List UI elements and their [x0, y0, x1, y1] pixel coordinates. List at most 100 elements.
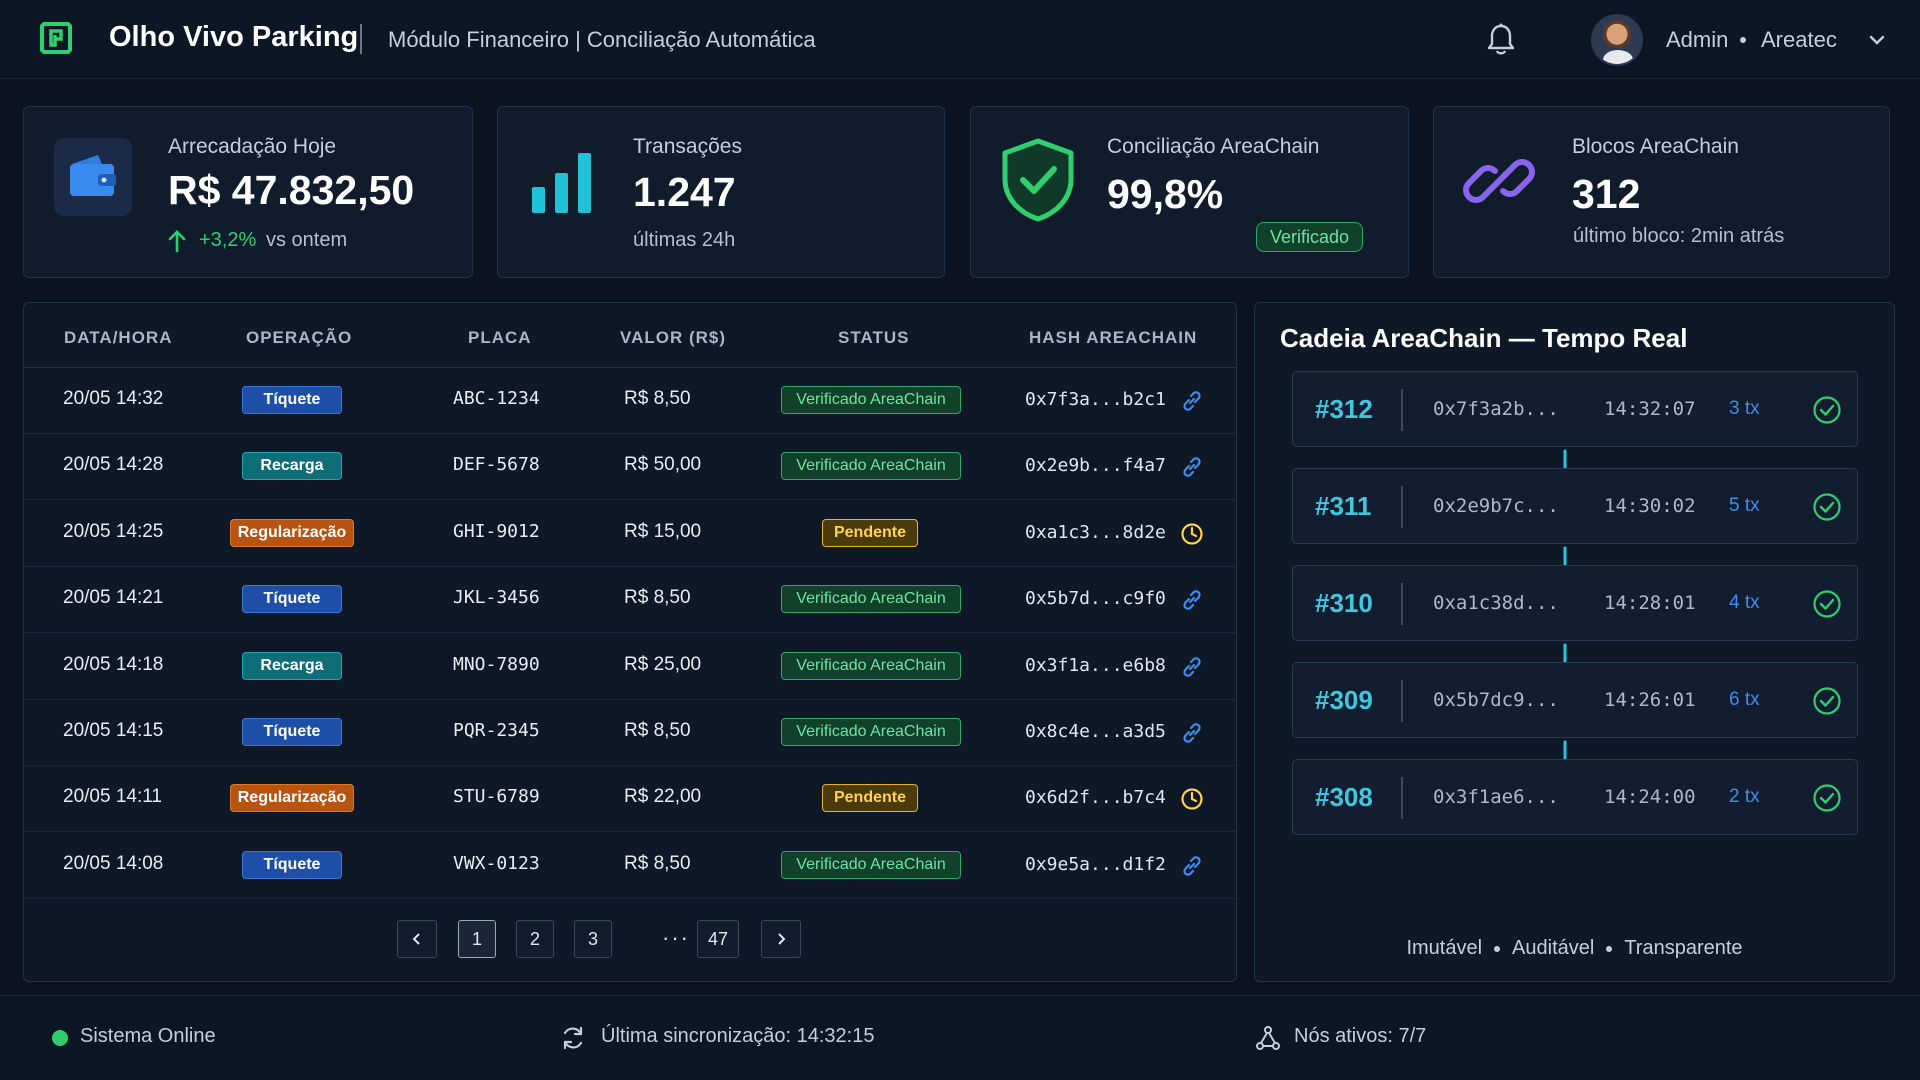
tagline-immutable: Imutável: [1406, 937, 1483, 959]
tagline-dot: [1606, 945, 1613, 952]
cell-datetime: 20/05 14:21: [63, 587, 164, 609]
table-row[interactable]: 20/05 14:15 Tíquete PQR-2345 R$ 8,50 Verific…: [24, 700, 1236, 766]
chain-tagline: Imutável Auditável Transparente: [1255, 937, 1894, 960]
column-header-value[interactable]: VALOR (R$): [620, 328, 727, 347]
tagline-transparent: Transparente: [1624, 937, 1743, 959]
app-title: Olho Vivo Parking: [109, 21, 359, 53]
table-row[interactable]: 20/05 14:11 Regularização STU-6789 R$ 22,00…: [24, 766, 1236, 833]
cell-hash[interactable]: 0x5b7d...c9f0: [1025, 588, 1166, 610]
online-status-dot: [52, 1030, 68, 1046]
revenue-label: Arrecadação Hoje: [168, 135, 337, 158]
user-separator-dot: [1740, 37, 1746, 43]
link-icon[interactable]: [1180, 455, 1204, 479]
last-sync: Última sincronização: 14:32:15: [601, 1025, 875, 1047]
pagination-page-last[interactable]: 47: [697, 920, 739, 958]
block-tx-count[interactable]: 4 tx: [1729, 592, 1760, 613]
cell-hash[interactable]: 0xa1c3...8d2e: [1025, 521, 1166, 543]
kpi-card-revenue: Arrecadação Hoje R$ 47.832,50 +3,2% vs o…: [23, 106, 473, 278]
status-badge: Verificado AreaChain: [781, 452, 961, 481]
table-row[interactable]: 20/05 14:32 Tíquete ABC-1234 R$ 8,50 Verific…: [24, 368, 1236, 434]
status-badge: Verificado AreaChain: [781, 386, 961, 414]
cell-hash[interactable]: 0x9e5a...d1f2: [1025, 853, 1166, 875]
link-icon[interactable]: [1180, 854, 1204, 878]
cell-plate: MNO-7890: [453, 653, 540, 675]
pagination-page-2[interactable]: 2: [516, 920, 554, 958]
transactions-label: Transações: [633, 135, 742, 158]
status-badge: Verificado AreaChain: [781, 718, 961, 746]
avatar[interactable]: [1591, 14, 1643, 66]
kpi-card-blocks: Blocos AreaChain 312 último bloco: 2min …: [1433, 106, 1890, 278]
cell-hash[interactable]: 0x6d2f...b7c4: [1025, 787, 1166, 809]
revenue-delta: +3,2%: [199, 229, 257, 251]
cell-plate: VWX-0123: [453, 852, 540, 874]
link-icon[interactable]: [1180, 588, 1204, 612]
chain-block[interactable]: #309 0x5b7dc9... 14:26:01 6 tx: [1292, 662, 1858, 738]
link-icon[interactable]: [1180, 389, 1204, 413]
chain-block[interactable]: #310 0xa1c38d... 14:28:01 4 tx: [1292, 565, 1858, 641]
chain-link-icon: [1463, 159, 1535, 203]
pagination-prev-button[interactable]: [397, 920, 437, 958]
operation-badge: Regularização: [230, 518, 354, 547]
link-icon[interactable]: [1180, 655, 1204, 679]
block-tx-count[interactable]: 3 tx: [1729, 398, 1760, 419]
blocks-sub: último bloco: 2min atrás: [1573, 225, 1785, 247]
table-row[interactable]: 20/05 14:08 Tíquete VWX-0123 R$ 8,50 Verific…: [24, 833, 1236, 899]
user-organization[interactable]: Areatec: [1761, 27, 1837, 52]
bell-icon[interactable]: [1485, 22, 1517, 56]
column-header-datetime[interactable]: DATA/HORA: [64, 328, 173, 347]
block-time: 14:28:01: [1604, 592, 1696, 614]
block-time: 14:30:02: [1604, 495, 1696, 517]
cell-datetime: 20/05 14:08: [63, 852, 164, 874]
clock-icon[interactable]: [1180, 787, 1204, 811]
cell-value: R$ 8,50: [624, 720, 691, 741]
block-hash: 0x3f1ae6...: [1433, 786, 1559, 808]
chain-block[interactable]: #311 0x2e9b7c... 14:30:02 5 tx: [1292, 468, 1858, 544]
block-hash: 0x2e9b7c...: [1433, 495, 1559, 517]
block-divider: [1401, 389, 1403, 431]
block-time: 14:32:07: [1604, 398, 1696, 420]
pagination-page-3[interactable]: 3: [574, 920, 612, 958]
column-header-operation[interactable]: OPERAÇÃO: [246, 328, 353, 347]
cell-hash[interactable]: 0x2e9b...f4a7: [1025, 455, 1166, 477]
column-header-status[interactable]: STATUS: [838, 328, 910, 347]
check-circle-icon: [1813, 493, 1841, 521]
network-nodes-icon: [1256, 1026, 1280, 1050]
user-name[interactable]: Admin: [1666, 27, 1729, 52]
active-nodes: Nós ativos: 7/7: [1294, 1025, 1427, 1047]
link-icon[interactable]: [1180, 721, 1204, 745]
block-number: #310: [1315, 588, 1373, 618]
cell-value: R$ 25,00: [624, 653, 702, 675]
cell-value: R$ 50,00: [624, 454, 702, 476]
cell-value: R$ 8,50: [624, 388, 691, 409]
cell-plate: GHI-9012: [453, 520, 540, 542]
status-badge: Verificado AreaChain: [781, 585, 961, 614]
block-divider: [1401, 777, 1403, 819]
cell-hash[interactable]: 0x8c4e...a3d5: [1025, 721, 1166, 742]
table-row[interactable]: 20/05 14:21 Tíquete JKL-3456 R$ 8,50 Verific…: [24, 567, 1236, 634]
sync-icon[interactable]: [560, 1025, 586, 1051]
pagination-next-button[interactable]: [761, 920, 801, 958]
column-header-hash[interactable]: HASH AREACHAIN: [1029, 328, 1198, 347]
block-number: #311: [1315, 491, 1372, 521]
cell-datetime: 20/05 14:32: [63, 388, 164, 409]
table-row[interactable]: 20/05 14:25 Regularização GHI-9012 R$ 15,00…: [24, 501, 1236, 567]
table-row[interactable]: 20/05 14:28 Recarga DEF-5678 R$ 50,00 Verifi…: [24, 434, 1236, 501]
logo-icon[interactable]: [38, 20, 74, 56]
chevron-down-icon[interactable]: [1866, 29, 1888, 51]
cell-hash[interactable]: 0x7f3a...b2c1: [1025, 389, 1166, 410]
table-row[interactable]: 20/05 14:18 Recarga MNO-7890 R$ 25,00 Verifi…: [24, 634, 1236, 700]
block-tx-count[interactable]: 2 tx: [1729, 786, 1760, 807]
operation-badge: Tíquete: [242, 718, 342, 746]
system-status: Sistema Online: [80, 1025, 216, 1047]
block-tx-count[interactable]: 6 tx: [1729, 689, 1760, 710]
clock-icon[interactable]: [1180, 522, 1204, 546]
column-header-plate[interactable]: PLACA: [468, 328, 532, 347]
cell-plate: DEF-5678: [453, 454, 540, 476]
chain-block[interactable]: #308 0x3f1ae6... 14:24:00 2 tx: [1292, 759, 1858, 835]
cell-datetime: 20/05 14:25: [63, 520, 164, 542]
chain-block[interactable]: #312 0x7f3a2b... 14:32:07 3 tx: [1292, 371, 1858, 447]
block-tx-count[interactable]: 5 tx: [1729, 495, 1760, 516]
cell-hash[interactable]: 0x3f1a...e6b8: [1025, 654, 1166, 676]
reconciliation-value: 99,8%: [1107, 171, 1224, 217]
pagination-page-1[interactable]: 1: [458, 920, 496, 958]
